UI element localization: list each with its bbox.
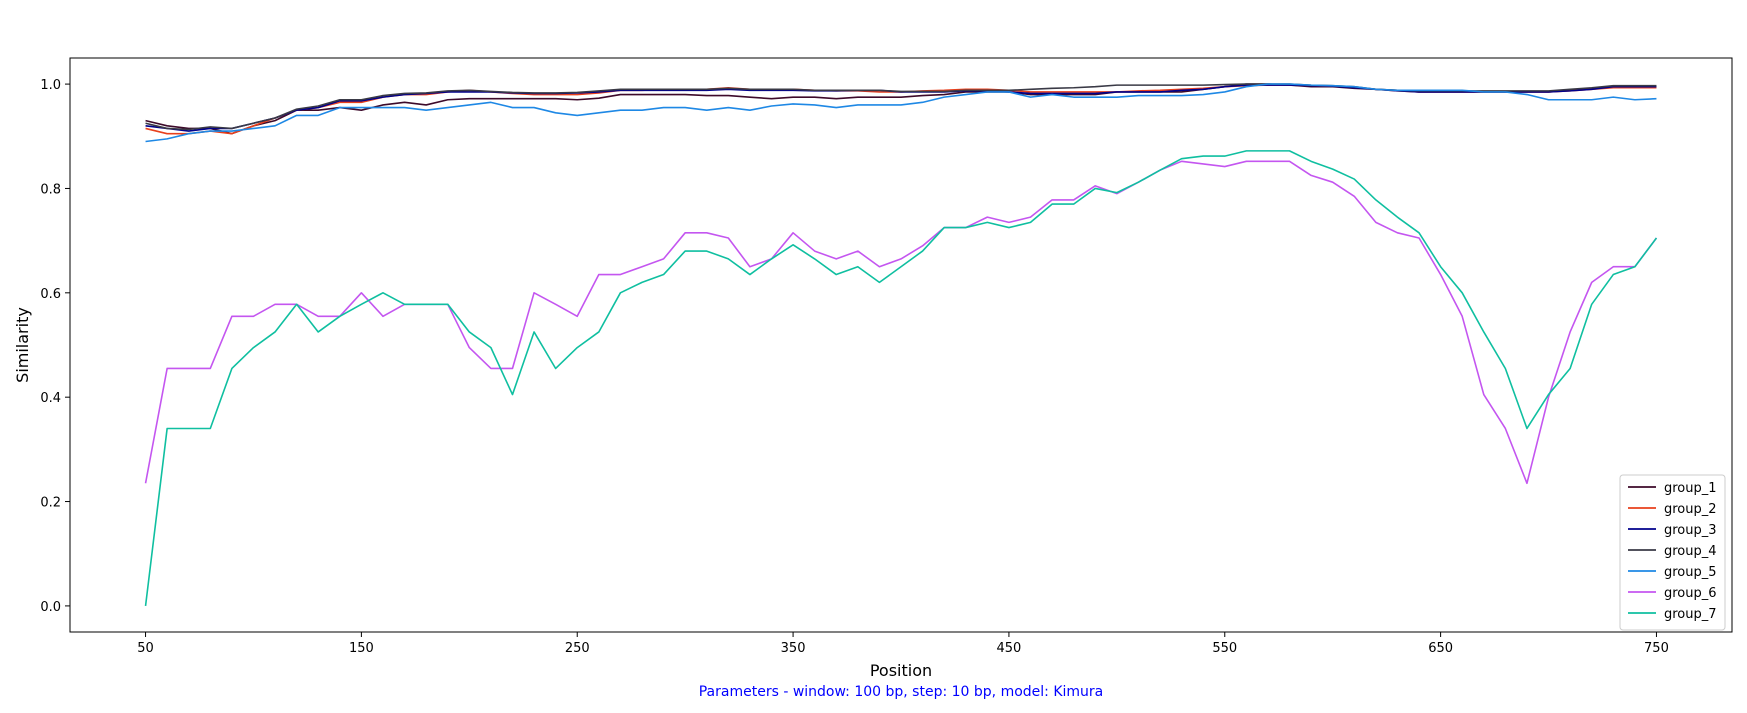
legend-label-group_1: group_1 [1664,481,1717,496]
x-tick-label: 250 [565,641,590,656]
series-line-group_7 [144,150,1658,607]
y-axis-ticks: 0.0 0.2 0.4 0.6 0.8 1.0 [40,78,70,615]
legend-label-group_6: group_6 [1664,586,1717,601]
y-tick-label: 0.2 [40,496,61,511]
y-tick-label: 0.0 [40,600,61,615]
x-tick-label: 750 [1644,641,1669,656]
y-tick-label: 0.4 [40,391,61,406]
x-tick-label: 150 [349,641,374,656]
legend-label-group_5: group_5 [1664,565,1717,580]
x-axis-label: Position [870,661,932,680]
x-tick-label: 550 [1212,641,1237,656]
legend-label-group_4: group_4 [1664,544,1717,559]
y-tick-label: 1.0 [40,78,61,93]
y-tick-label: 0.8 [40,182,61,197]
plot-frame [69,57,1733,633]
x-tick-label: 450 [997,641,1022,656]
x-tick-label: 350 [781,641,806,656]
x-tick-label: 650 [1428,641,1453,656]
legend-label-group_7: group_7 [1664,607,1717,622]
legend: group_1 group_2 group_3 group_4 group_5group… [1619,474,1726,631]
legend-label-group_3: group_3 [1664,523,1717,538]
series-layer [144,83,1658,607]
y-tick-label: 0.6 [40,287,61,302]
parameters-caption: Parameters - window: 100 bp, step: 10 bp… [699,684,1104,700]
legend-label-group_2: group_2 [1664,502,1717,517]
series-line-group_5 [145,83,1657,143]
y-axis-label: Similarity [13,307,32,383]
x-tick-label: 50 [137,641,154,656]
series-line-group_6 [144,160,1658,485]
x-axis-ticks: 50 150 250 350 450 550 650 750 [137,632,1669,656]
